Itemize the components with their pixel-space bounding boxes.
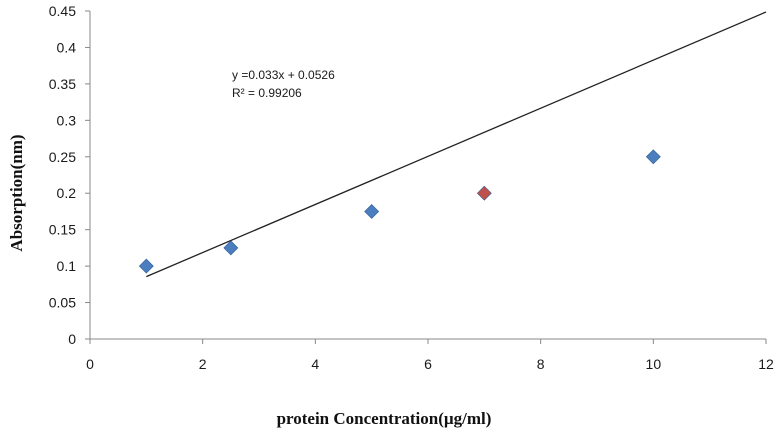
data-point-marker (645, 149, 661, 165)
data-point-marker (223, 240, 239, 256)
data-point-marker (476, 185, 492, 201)
y-tick-label: 0.45 (49, 3, 76, 19)
data-point-marker (364, 204, 380, 219)
axes (89, 11, 766, 340)
data-point-marker (138, 258, 154, 274)
y-tick-label: 0.15 (49, 222, 76, 238)
y-tick-label: 0.2 (57, 185, 77, 201)
trendline-equation: y =0.033x + 0.0526 (232, 68, 335, 82)
y-tick-label: 0.3 (57, 112, 77, 128)
y-tick-label: 0.35 (49, 76, 76, 92)
x-axis-ticks: 0 2 4 6 8 10 12 (86, 339, 774, 372)
y-tick-label: 0.05 (49, 295, 76, 311)
x-tick-label: 10 (646, 356, 662, 372)
y-axis-ticks: 0 0.05 0.1 0.15 0.2 0.25 0.3 0.35 0.4 0.45 (49, 3, 90, 347)
trendline (146, 11, 767, 278)
x-tick-label: 0 (86, 356, 94, 372)
x-tick-label: 6 (424, 356, 432, 372)
y-tick-label: 0.1 (57, 258, 77, 274)
data-points (138, 149, 661, 274)
y-tick-label: 0 (68, 331, 76, 347)
x-tick-label: 4 (311, 356, 319, 372)
x-tick-label: 2 (199, 356, 207, 372)
x-tick-label: 8 (537, 356, 545, 372)
y-tick-label: 0.25 (49, 149, 76, 165)
y-axis-title: Absorption(nm) (7, 134, 26, 251)
r-squared-label: R² = 0.99206 (232, 86, 302, 100)
y-tick-label: 0.4 (57, 39, 77, 55)
x-tick-label: 12 (758, 356, 774, 372)
x-axis-title: protein Concentration(µg/ml) (277, 409, 492, 428)
